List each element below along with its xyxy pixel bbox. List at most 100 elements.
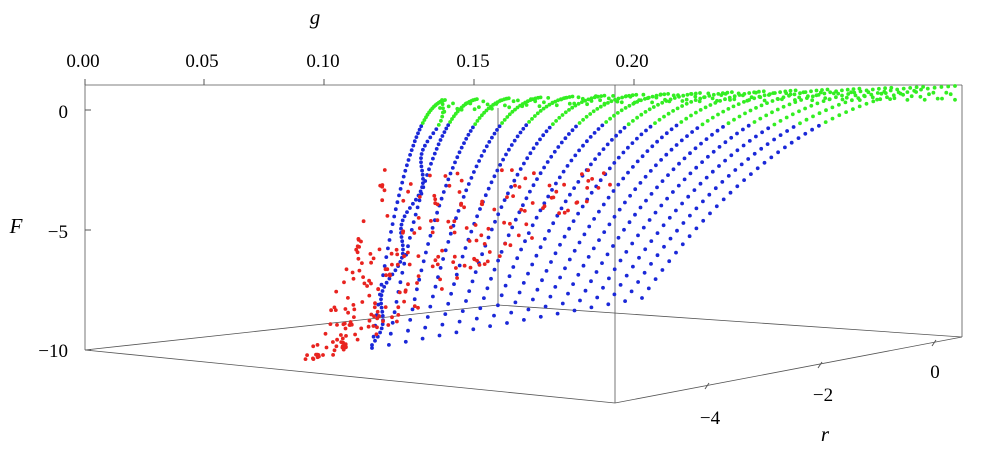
data-point bbox=[711, 92, 716, 97]
data-point bbox=[462, 205, 466, 210]
data-point bbox=[844, 95, 849, 100]
data-point bbox=[901, 92, 905, 97]
data-point bbox=[601, 147, 606, 152]
data-point bbox=[383, 305, 388, 309]
tick-mark bbox=[704, 382, 710, 390]
data-point bbox=[421, 177, 425, 181]
data-point bbox=[732, 97, 737, 102]
data-point bbox=[742, 178, 746, 183]
tick-mark bbox=[817, 361, 823, 369]
data-point bbox=[435, 202, 440, 207]
data-point bbox=[502, 198, 507, 203]
data-point bbox=[379, 282, 384, 287]
data-point bbox=[321, 353, 325, 357]
data-point bbox=[547, 183, 552, 188]
data-point bbox=[515, 172, 520, 177]
data-point bbox=[853, 93, 858, 98]
data-point bbox=[503, 241, 508, 246]
data-point bbox=[431, 156, 435, 161]
data-point bbox=[544, 269, 549, 273]
data-point bbox=[908, 86, 913, 90]
data-point bbox=[538, 314, 543, 319]
data-point bbox=[694, 226, 699, 231]
data-point bbox=[563, 266, 567, 271]
data-point bbox=[704, 137, 709, 142]
data-point bbox=[398, 280, 403, 285]
data-point bbox=[496, 258, 500, 263]
data-point bbox=[342, 321, 347, 326]
data-point bbox=[559, 140, 564, 145]
data-point bbox=[430, 264, 435, 269]
data-point bbox=[474, 164, 479, 169]
data-point bbox=[875, 97, 879, 102]
data-point bbox=[546, 96, 551, 100]
data-point bbox=[535, 111, 540, 116]
data-point bbox=[745, 98, 750, 103]
data-point bbox=[355, 250, 360, 255]
data-point bbox=[721, 109, 726, 114]
data-point bbox=[757, 89, 761, 94]
data-point bbox=[453, 160, 457, 165]
data-point bbox=[655, 139, 659, 144]
data-point bbox=[597, 238, 601, 243]
data-point bbox=[394, 300, 399, 304]
data-point bbox=[563, 199, 568, 204]
data-point bbox=[850, 98, 854, 103]
data-point bbox=[416, 274, 421, 278]
data-point bbox=[387, 238, 392, 242]
data-point bbox=[741, 143, 746, 148]
data-point bbox=[382, 285, 387, 289]
data-point bbox=[814, 88, 819, 93]
data-point bbox=[489, 227, 494, 232]
data-point bbox=[766, 126, 771, 131]
data-point bbox=[563, 110, 568, 115]
data-point bbox=[699, 141, 703, 146]
data-point bbox=[665, 196, 669, 201]
data-point bbox=[793, 88, 798, 93]
data-point bbox=[731, 104, 736, 109]
data-point bbox=[305, 353, 309, 357]
data-point bbox=[506, 96, 511, 101]
data-point bbox=[840, 88, 844, 93]
data-point bbox=[651, 105, 656, 109]
data-point bbox=[387, 276, 392, 281]
data-point bbox=[705, 119, 710, 123]
data-point bbox=[814, 93, 819, 98]
data-point bbox=[538, 171, 543, 176]
data-point bbox=[736, 91, 741, 96]
data-point bbox=[576, 211, 580, 216]
data-point bbox=[475, 214, 479, 219]
data-point bbox=[522, 318, 526, 322]
data-point bbox=[635, 115, 639, 120]
data-point bbox=[742, 100, 746, 104]
data-point bbox=[629, 289, 634, 294]
data-point bbox=[335, 337, 339, 342]
data-point bbox=[772, 122, 777, 127]
data-point bbox=[399, 226, 403, 231]
data-point bbox=[464, 101, 468, 106]
data-point bbox=[492, 207, 497, 212]
data-point bbox=[512, 178, 517, 183]
data-point bbox=[463, 246, 468, 250]
data-point bbox=[809, 103, 814, 108]
data-point bbox=[792, 92, 797, 97]
data-point bbox=[557, 211, 561, 216]
data-point bbox=[878, 97, 883, 102]
data-point bbox=[412, 304, 417, 309]
data-point bbox=[723, 92, 728, 96]
data-point bbox=[538, 109, 543, 113]
data-point bbox=[519, 247, 523, 252]
data-point bbox=[526, 307, 531, 312]
data-point bbox=[472, 256, 476, 261]
data-point bbox=[627, 220, 632, 225]
data-point bbox=[473, 223, 478, 227]
data-point bbox=[379, 305, 384, 310]
data-point bbox=[416, 131, 420, 136]
data-point bbox=[704, 175, 709, 180]
data-point bbox=[607, 166, 612, 171]
data-point bbox=[455, 171, 460, 176]
data-point bbox=[451, 260, 456, 264]
data-point bbox=[489, 276, 493, 281]
data-point bbox=[440, 134, 445, 138]
data-point bbox=[667, 259, 672, 264]
